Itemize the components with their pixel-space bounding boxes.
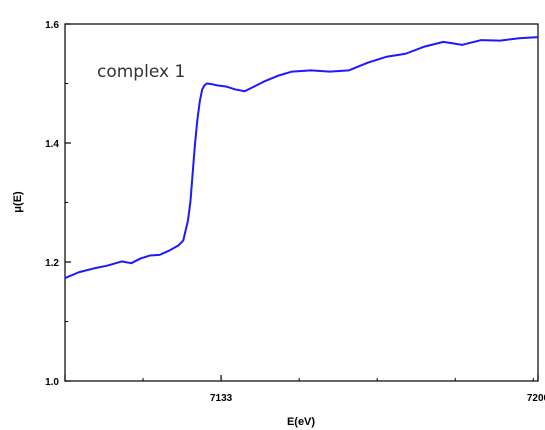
y-tick-label: 1.2	[45, 258, 59, 269]
y-axis-ticks: 1.0 1.2 1.4 1.6	[45, 20, 71, 388]
x-tick-label: 7133	[210, 393, 233, 404]
y-tick-label: 1.6	[45, 20, 59, 31]
x-tick-label: 7200	[527, 393, 545, 404]
annotation-label: complex 1	[97, 62, 185, 82]
y-tick-label: 1.4	[45, 139, 59, 150]
x-axis-ticks: 7133 7200	[64, 375, 545, 404]
y-axis-title: μ(E)	[12, 191, 24, 213]
series-line	[64, 36, 539, 279]
x-axis-title: E(eV)	[287, 416, 315, 428]
y-tick-label: 1.0	[45, 377, 59, 388]
